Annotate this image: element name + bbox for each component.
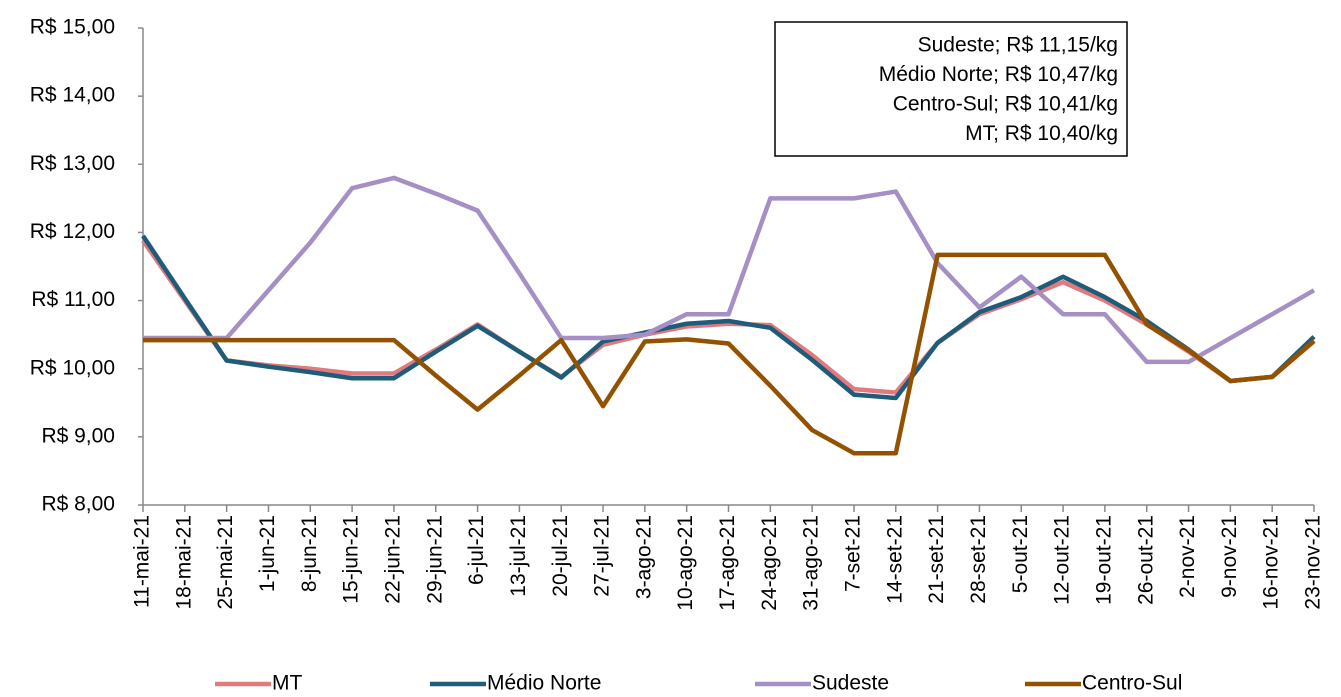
series-line [141,234,1316,401]
series-line [143,252,1316,456]
x-tick-label: 6-jul-21 [465,515,488,585]
x-tick-label: 25-mai-21 [214,515,237,610]
y-tick-label: R$ 9,00 [41,424,115,447]
x-tick-label: 5-out-21 [1009,515,1032,593]
x-tick-label: 26-out-21 [1134,515,1157,605]
annotation-box [774,21,1128,157]
annotation: MT; R$ 10,40/kg [965,122,1118,145]
x-tick-label: 29-jun-21 [423,515,446,604]
series-line [141,239,1316,395]
x-tick-label: 2-nov-21 [1176,515,1199,598]
y-tick-label: R$ 13,00 [30,152,115,175]
series-line [143,175,1316,365]
y-tick-label: R$ 15,00 [30,16,115,39]
x-tick-label: 9-nov-21 [1218,515,1241,598]
x-tick-label: 21-set-21 [925,515,948,604]
x-tick-label: 20-jul-21 [549,515,572,597]
legend-label: Médio Norte [487,672,601,695]
y-tick-label: R$ 12,00 [30,220,115,243]
x-tick-label: 16-nov-21 [1260,515,1283,610]
x-tick-label: 17-ago-21 [716,515,739,611]
y-tick-label: R$ 8,00 [41,493,115,516]
legend-label: Centro-Sul [1082,672,1182,695]
legend-label: Sudeste [812,672,889,695]
y-tick-label: R$ 10,00 [30,356,115,379]
x-tick-label: 11-mai-21 [131,515,154,608]
x-tick-label: 7-set-21 [842,515,865,592]
x-tick-label: 12-out-21 [1051,515,1074,605]
annotation: Sudeste; R$ 11,15/kg [918,34,1118,57]
y-tick-label: R$ 11,00 [31,288,115,311]
x-tick-label: 10-ago-21 [674,515,697,611]
x-tick-label: 19-out-21 [1092,515,1115,605]
legend-label: MT [272,672,302,695]
annotation: Centro-Sul; R$ 10,41/kg [893,93,1118,116]
x-tick-label: 28-set-21 [967,515,990,604]
x-tick-label: 22-jun-21 [381,515,404,604]
x-tick-label: 8-jun-21 [298,515,321,592]
x-tick-label: 1-jun-21 [256,515,279,592]
x-tick-label: 13-jul-21 [507,515,530,597]
x-tick-label: 14-set-21 [883,515,906,604]
x-tick-label: 3-ago-21 [632,515,655,599]
x-tick-label: 27-jul-21 [591,515,614,597]
x-tick-label: 15-jun-21 [340,515,363,604]
x-tick-label: 18-mai-21 [172,515,195,610]
annotation: Médio Norte; R$ 10,47/kg [879,63,1118,86]
x-tick-label: 31-ago-21 [800,515,823,611]
x-tick-label: 24-ago-21 [758,515,781,611]
y-tick-label: R$ 14,00 [30,84,115,107]
x-tick-label: 23-nov-21 [1302,515,1325,610]
